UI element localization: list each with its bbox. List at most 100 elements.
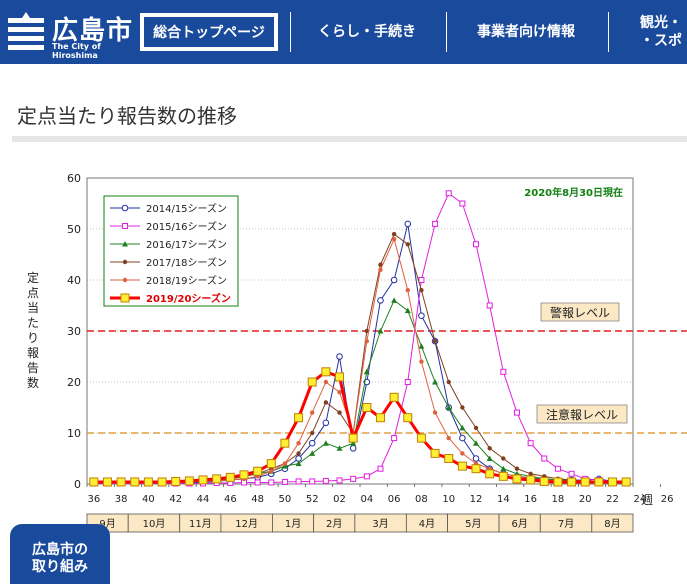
month-label: 3月 <box>372 518 388 530</box>
series-point <box>416 433 426 443</box>
series-point <box>445 190 452 197</box>
series-point <box>486 455 493 461</box>
series-point <box>445 404 452 410</box>
series-point <box>280 438 290 448</box>
series-point <box>432 220 439 227</box>
series-point <box>404 307 411 314</box>
series-point <box>567 477 577 487</box>
series-point <box>473 241 480 248</box>
series-point <box>513 409 520 416</box>
nav-top-page-button[interactable]: 総合トップページ <box>140 13 278 51</box>
series-point <box>281 478 288 485</box>
series-point <box>198 475 208 485</box>
series-point <box>378 267 383 272</box>
legend-marker <box>121 204 129 212</box>
series-point <box>269 469 274 474</box>
series-point <box>418 312 425 319</box>
series-point <box>430 448 440 458</box>
side-initiatives-button[interactable]: 広島市の 取り組み <box>10 524 110 584</box>
legend-marker <box>122 223 128 229</box>
series-point <box>418 277 425 283</box>
series-point <box>444 454 454 463</box>
series-point <box>621 477 631 487</box>
series-point <box>554 465 561 472</box>
month-label: 2月 <box>326 518 342 530</box>
series-point <box>295 478 302 485</box>
x-tick-label: 46 <box>224 494 237 505</box>
y-tick-label: 50 <box>67 223 81 236</box>
series-point <box>336 353 343 360</box>
series-point <box>405 242 410 247</box>
nav-living[interactable]: くらし・手続き <box>318 24 416 40</box>
nav-top-page-label: 総合トップページ <box>144 17 274 47</box>
nav-business[interactable]: 事業者向け情報 <box>477 24 575 40</box>
threshold-label: 注意報レベル <box>546 407 618 422</box>
threshold-label: 警報レベル <box>550 305 610 320</box>
series-point <box>419 288 424 293</box>
x-tick-label: 24 <box>633 494 646 505</box>
series-point <box>310 410 315 415</box>
series-line <box>93 370 627 484</box>
x-tick-label: 16 <box>524 494 537 505</box>
series-point <box>350 440 357 446</box>
series-point <box>337 410 342 415</box>
series-point <box>321 367 331 377</box>
series-point <box>459 424 466 431</box>
nav-divider <box>446 12 447 52</box>
series-point <box>225 472 235 482</box>
series-point <box>282 461 288 466</box>
x-tick-label: 50 <box>279 494 292 505</box>
series-point <box>377 297 384 304</box>
series-point <box>432 339 438 344</box>
series-point <box>472 455 480 462</box>
series-point <box>89 477 99 487</box>
y-axis-label-char: た <box>27 316 39 330</box>
chart-date-note: 2020年8月30日現在 <box>524 186 623 199</box>
series-point <box>419 359 424 364</box>
series-point <box>580 477 590 487</box>
legend-marker <box>122 241 128 247</box>
series-point <box>268 479 275 486</box>
series-point <box>335 372 345 382</box>
series-point <box>239 470 249 480</box>
month-label: 7月 <box>558 518 574 530</box>
month-label: 1月 <box>285 518 301 530</box>
month-cell <box>591 513 634 533</box>
nav-divider <box>608 12 609 52</box>
series-point <box>526 475 536 485</box>
y-axis-label-char: り <box>27 331 39 345</box>
series-point <box>377 465 384 472</box>
y-tick-label: 60 <box>67 172 81 185</box>
series-point <box>253 466 263 476</box>
month-label: 5月 <box>465 518 481 530</box>
series-point <box>348 433 358 443</box>
logo-text: 広島市 <box>52 16 134 46</box>
x-axis-label: 週 <box>641 493 653 507</box>
series-point <box>322 419 330 427</box>
series-point <box>184 476 194 486</box>
y-tick-label: 0 <box>74 478 81 491</box>
series-point <box>378 262 383 267</box>
series-point <box>310 430 315 436</box>
y-axis-label-char: 告 <box>27 361 39 375</box>
series-point <box>432 410 438 415</box>
series-point <box>295 455 302 462</box>
site-logo[interactable]: 広島市 The City of Hiroshima <box>6 8 136 60</box>
series-point <box>541 455 548 462</box>
x-tick-label: 18 <box>552 494 565 505</box>
y-axis-label-char: 定 <box>27 270 39 285</box>
series-point <box>322 440 329 446</box>
series-point <box>500 368 507 375</box>
series-point <box>594 477 604 487</box>
series-point <box>460 405 465 410</box>
x-tick-label: 36 <box>87 494 100 505</box>
series-point <box>459 200 466 207</box>
y-tick-label: 30 <box>67 325 81 338</box>
series-point <box>485 469 495 479</box>
series-point <box>307 377 317 387</box>
nav-tourism[interactable]: 観光・ ・スポ <box>640 15 682 49</box>
series-point <box>553 477 563 487</box>
y-axis-label-char: 数 <box>27 375 39 390</box>
series-point <box>350 475 357 482</box>
series-point <box>102 477 112 487</box>
